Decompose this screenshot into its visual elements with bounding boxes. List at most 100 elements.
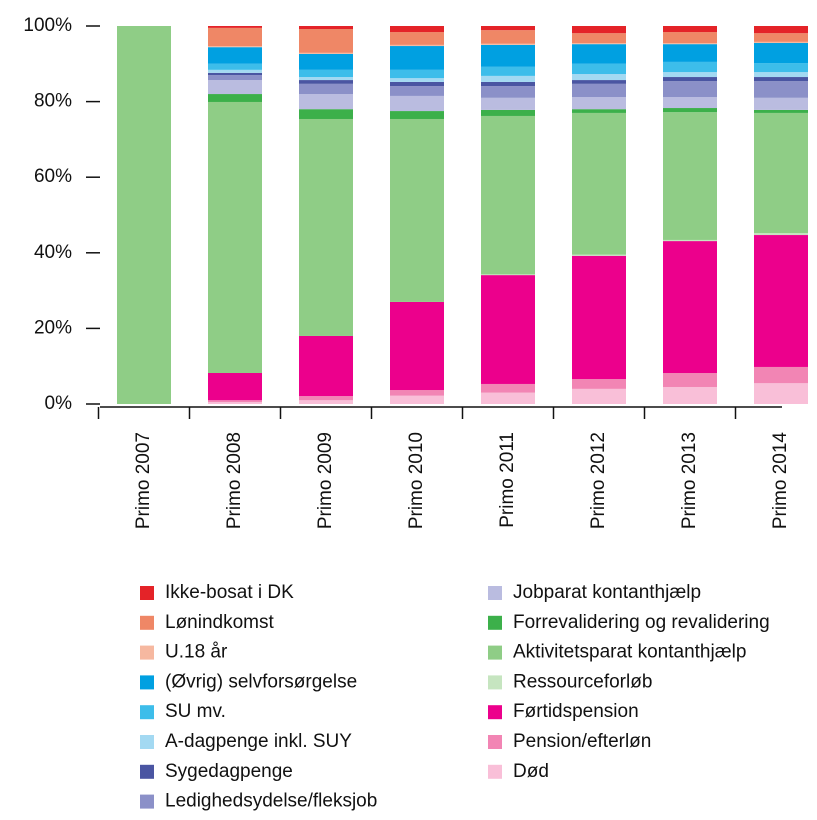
bar-segment [390,395,444,404]
bar-segment [390,301,444,391]
x-tick-label: Primo 2013 [679,432,700,529]
bar-segment [390,69,444,79]
legend-label: A-dagpenge inkl. SUY [165,731,352,752]
y-tick-label: 60% [34,166,72,187]
bar-segment [481,44,535,67]
legend-swatch [140,645,154,660]
y-tick-label: 80% [34,91,72,112]
legend-swatch [488,615,502,630]
bar-segment [663,72,717,78]
bar-segment [481,30,535,44]
bar-segment [663,112,717,240]
legend-label: Jobparat kontanthjælp [513,582,701,603]
bar-segment [481,86,535,98]
bar-segment [754,77,808,82]
legend-label: Forrevalidering og revalidering [513,612,770,633]
bar-segment [754,97,808,110]
bar-segment [663,77,717,82]
bar-segment [572,74,626,81]
bar-segment [481,81,535,87]
legend-swatch [140,586,154,600]
x-tick-label: Primo 2009 [315,432,336,529]
bar-segment [572,255,626,380]
bar-segment [754,41,808,44]
bar-segment [663,44,717,62]
bar-segment [390,81,444,87]
bar-segment [208,75,262,81]
bar-segment [481,43,535,45]
legend-label: Ressourceforløb [513,671,652,692]
legend-swatch [488,645,502,660]
bar-segment [390,44,444,47]
bar-segment [299,83,353,95]
bar-segment [299,53,353,70]
bar-segment [572,379,626,389]
bar-segment [754,33,808,42]
bar-segment [663,373,717,387]
bar-segment [481,109,535,116]
legend-label: Lønindkomst [165,612,274,633]
bar-segment [208,400,262,403]
legend-swatch [140,735,154,749]
bar-segment [390,46,444,70]
bar-segment [208,47,262,64]
x-tick-label: Primo 2012 [588,432,609,529]
bar-segment [481,274,535,276]
bar-segment [663,43,717,45]
bar-segment [299,52,353,54]
bar-segment [754,43,808,64]
bar-segment [390,118,444,302]
bar-segment [208,27,262,47]
bar-segment [390,86,444,96]
bar-segment [208,26,262,28]
bar-segment [208,63,262,70]
bar-segment [481,275,535,384]
x-tick-label: Primo 2014 [770,432,791,530]
legend-swatch [140,764,154,779]
x-tick-label: Primo 2008 [224,432,245,529]
bar-segment [299,77,353,81]
bar-segment [390,78,444,82]
legend-swatch [140,675,154,690]
bar-segment [572,109,626,113]
bar-segment [663,97,717,109]
bar-segment [390,95,444,112]
bar-segment [754,233,808,236]
bar-segment [299,400,353,404]
legend-swatch [488,735,502,749]
bar-segment [390,111,444,119]
bar-segment [663,386,717,404]
bar-segment [208,80,262,95]
bar-segment [754,109,808,113]
bar-segment [572,80,626,84]
bar-segment [299,29,353,53]
x-tick-label: Primo 2011 [497,432,518,528]
y-tick-label: 100% [23,15,72,36]
bar-segment [208,94,262,102]
y-tick-label: 20% [34,317,72,338]
bar-segment [481,383,535,393]
legend-swatch [140,615,154,630]
bar-segment [572,33,626,44]
bar-segment [663,241,717,374]
bar-segment [208,402,262,404]
y-tick-label: 0% [45,393,73,414]
bar-segment [481,115,535,275]
bar-segment [572,254,626,256]
legend-label: Pension/efterløn [513,731,651,752]
bar-segment [208,72,262,76]
bar-segment [663,108,717,113]
bar-segment [481,26,535,31]
legend-swatch [488,675,502,690]
legend-label: Ikke-bosat i DK [165,582,294,603]
bar-segment [572,26,626,34]
x-tick-label: Primo 2007 [133,432,154,529]
legend-label: Ledighedsydelse/fleksjob [165,791,377,812]
bar-segment [754,26,808,34]
bar-segment [299,118,353,336]
bar-segment [754,383,808,404]
legend-label: Førtidspension [513,701,639,722]
bar-segment [481,392,535,404]
bar-segment [663,239,717,242]
